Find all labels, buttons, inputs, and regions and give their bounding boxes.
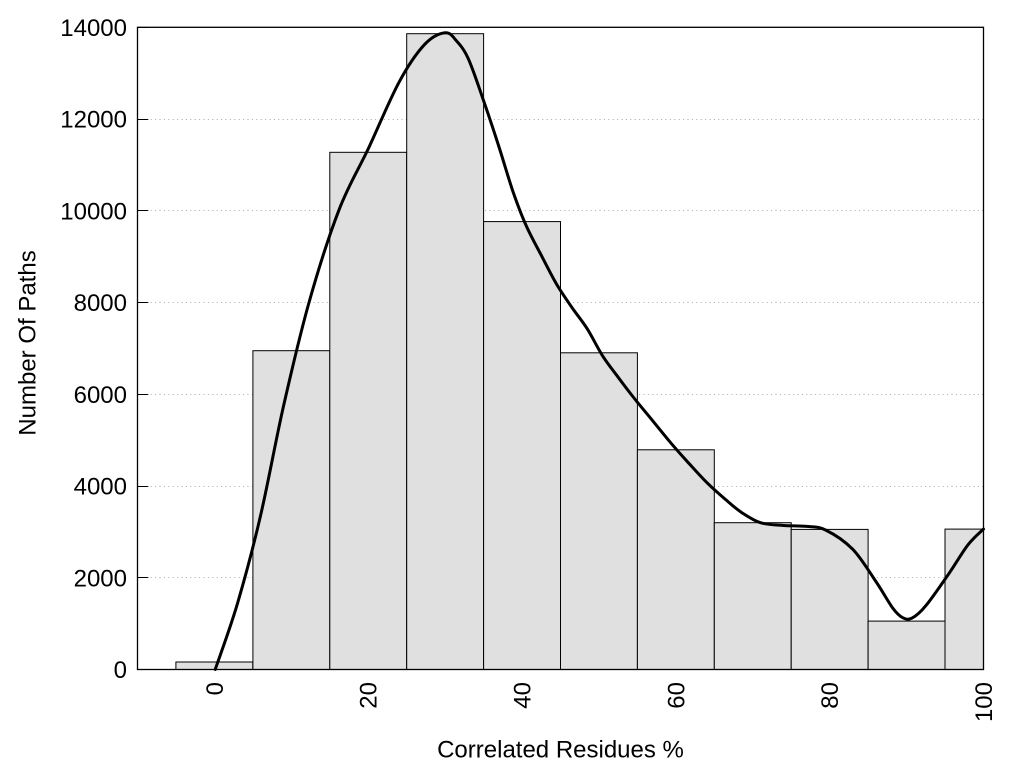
svg-text:4000: 4000	[74, 474, 127, 501]
svg-text:6000: 6000	[74, 382, 127, 409]
svg-text:80: 80	[817, 682, 844, 709]
svg-text:0: 0	[114, 657, 127, 684]
svg-text:0: 0	[202, 682, 229, 695]
svg-text:8000: 8000	[74, 290, 127, 317]
svg-text:Correlated Residues %: Correlated Residues %	[437, 737, 684, 764]
svg-text:12000: 12000	[60, 107, 127, 134]
svg-text:20: 20	[356, 682, 383, 709]
svg-text:100: 100	[971, 682, 998, 722]
svg-text:40: 40	[510, 682, 537, 709]
svg-text:60: 60	[663, 682, 690, 709]
svg-text:Number Of Paths: Number Of Paths	[14, 250, 41, 435]
svg-text:10000: 10000	[60, 198, 127, 225]
svg-text:2000: 2000	[74, 565, 127, 592]
svg-text:14000: 14000	[60, 15, 127, 42]
